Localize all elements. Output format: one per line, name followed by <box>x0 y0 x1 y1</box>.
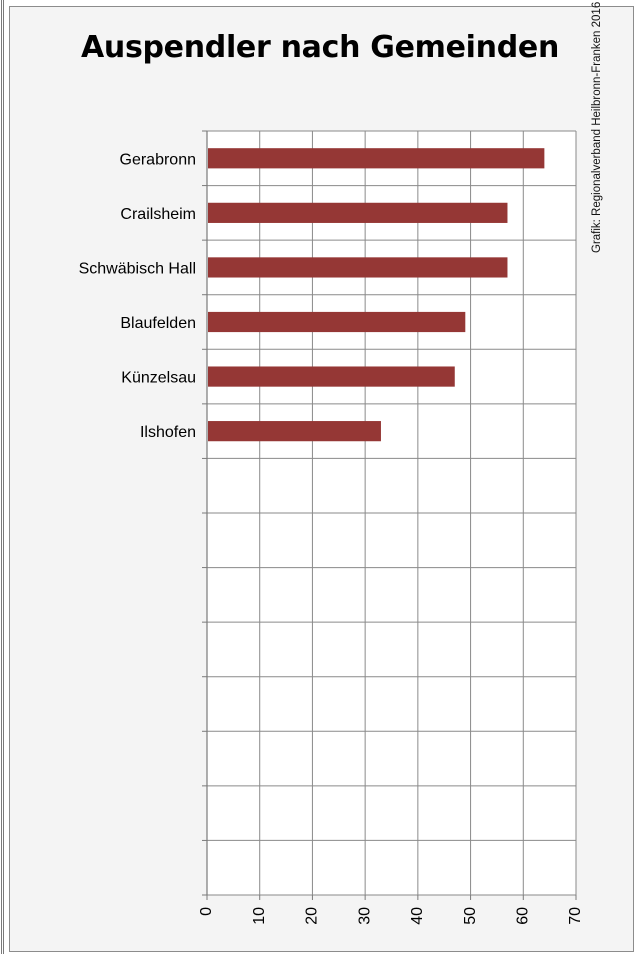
x-tick-label: 40 <box>409 907 426 925</box>
x-tick-label: 30 <box>356 907 373 925</box>
category-label: Crailsheim <box>120 206 196 223</box>
bar <box>208 202 508 223</box>
left-border-line <box>1 0 4 954</box>
bar <box>208 311 466 333</box>
category-label: Schwäbisch Hall <box>79 260 196 277</box>
bar <box>208 257 508 278</box>
category-label: Künzelsau <box>121 370 196 387</box>
bar <box>208 421 381 442</box>
x-tick-label: 50 <box>462 907 479 925</box>
chart-title: Auspendler nach Gemeinden <box>80 30 560 65</box>
category-label: Blaufelden <box>120 315 196 332</box>
bar <box>208 366 455 387</box>
x-tick-label: 10 <box>251 907 268 925</box>
axes <box>202 130 577 900</box>
x-tick-label: 20 <box>304 907 321 925</box>
bars <box>208 148 545 442</box>
bar <box>208 148 545 169</box>
x-tick-label: 60 <box>515 907 532 925</box>
category-label: Ilshofen <box>140 424 196 441</box>
category-label: Gerabronn <box>120 151 197 168</box>
labels: Gerabronn Crailsheim Schwäbisch Hall Blaufe… <box>79 151 585 925</box>
x-tick-label: 70 <box>567 907 584 925</box>
x-tick-label: 0 <box>198 907 215 916</box>
